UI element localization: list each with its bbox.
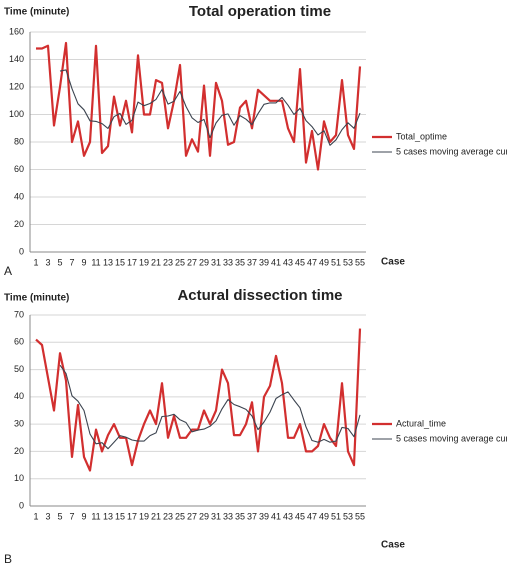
x-tick-label: 9: [81, 257, 86, 267]
y-tick-label: 100: [9, 109, 24, 119]
x-tick-label: 53: [343, 257, 353, 267]
x-tick-label: 35: [235, 511, 245, 521]
series-line: [36, 41, 362, 171]
legend-label: 5 cases moving average curve: [396, 146, 507, 156]
x-tick-label: 19: [139, 257, 149, 267]
x-tick-label: 39: [259, 511, 269, 521]
x-tick-label: 51: [331, 511, 341, 521]
x-tick-label: 15: [115, 511, 125, 521]
x-tick-label: 11: [91, 257, 100, 267]
x-tick-label: 17: [127, 257, 137, 267]
x-tick-label: 29: [199, 511, 209, 521]
x-tick-label: 25: [175, 257, 185, 267]
y-tick-label: 80: [14, 136, 24, 146]
x-tick-label: 47: [307, 511, 317, 521]
series-line: [59, 364, 361, 450]
y-tick-label: 30: [14, 419, 24, 429]
x-tick-label: 55: [355, 511, 365, 521]
x-tick-label: 45: [295, 257, 305, 267]
x-tick-label: 21: [151, 511, 161, 521]
legend-label: Actural_time: [396, 418, 446, 428]
chart-title: Actural dissection time: [177, 287, 342, 304]
y-tick-label: 40: [14, 391, 24, 401]
panel-label: B: [4, 552, 12, 566]
x-tick-label: 23: [163, 257, 173, 267]
x-tick-label: 43: [283, 257, 293, 267]
x-tick-label: 9: [81, 511, 86, 521]
x-tick-label: 43: [283, 511, 293, 521]
x-tick-label: 27: [187, 257, 197, 267]
x-tick-label: 7: [69, 511, 74, 521]
x-tick-label: 37: [247, 511, 257, 521]
y-tick-label: 0: [19, 246, 24, 256]
x-tick-label: 33: [223, 511, 233, 521]
y-tick-label: 70: [14, 309, 24, 319]
x-tick-label: 13: [103, 511, 113, 521]
x-tick-label: 27: [187, 511, 197, 521]
x-tick-label: 5: [57, 511, 62, 521]
x-tick-label: 1: [33, 511, 38, 521]
x-tick-label: 53: [343, 511, 353, 521]
x-tick-label: 23: [163, 511, 173, 521]
x-tick-label: 47: [307, 257, 317, 267]
y-tick-label: 60: [14, 164, 24, 174]
y-tick-label: 140: [9, 54, 24, 64]
y-tick-label: 60: [14, 337, 24, 347]
x-tick-label: 1: [33, 257, 38, 267]
y-tick-label: 0: [19, 500, 24, 510]
y-tick-label: 160: [9, 26, 24, 36]
legend-label: 5 cases moving average curve: [396, 433, 507, 443]
x-tick-label: 35: [235, 257, 245, 267]
x-tick-label: 51: [331, 257, 341, 267]
y-tick-label: 20: [14, 219, 24, 229]
x-tick-label: 21: [151, 257, 161, 267]
x-tick-label: 45: [295, 511, 305, 521]
x-tick-label: 39: [259, 257, 269, 267]
y-axis-title: Time (minute): [4, 293, 69, 304]
x-tick-label: 7: [69, 257, 74, 267]
x-tick-label: 37: [247, 257, 257, 267]
x-axis-title: Case: [381, 540, 405, 551]
x-tick-label: 49: [319, 257, 329, 267]
y-tick-label: 10: [14, 473, 24, 483]
x-tick-label: 41: [271, 511, 281, 521]
x-tick-label: 17: [127, 511, 137, 521]
y-axis-title: Time (minute): [4, 7, 69, 18]
x-axis-title: Case: [381, 257, 405, 268]
x-tick-label: 29: [199, 257, 209, 267]
series-line: [35, 328, 362, 472]
x-tick-label: 15: [115, 257, 125, 267]
x-tick-label: 41: [271, 257, 281, 267]
x-tick-label: 33: [223, 257, 233, 267]
x-tick-label: 3: [45, 511, 50, 521]
y-tick-label: 40: [14, 191, 24, 201]
y-tick-label: 50: [14, 364, 24, 374]
legend-label: Total_optime: [396, 131, 447, 141]
y-tick-label: 20: [14, 446, 24, 456]
x-tick-label: 3: [45, 257, 50, 267]
x-tick-label: 55: [355, 257, 365, 267]
x-tick-label: 11: [91, 511, 100, 521]
panel-label: A: [4, 264, 12, 278]
x-tick-label: 13: [103, 257, 113, 267]
x-tick-label: 31: [211, 257, 221, 267]
chart-title: Total operation time: [189, 3, 331, 20]
x-tick-label: 19: [139, 511, 149, 521]
x-tick-label: 5: [57, 257, 62, 267]
series-line: [59, 69, 361, 146]
x-tick-label: 31: [211, 511, 221, 521]
x-tick-label: 25: [175, 511, 185, 521]
x-tick-label: 49: [319, 511, 329, 521]
y-tick-label: 120: [9, 81, 24, 91]
